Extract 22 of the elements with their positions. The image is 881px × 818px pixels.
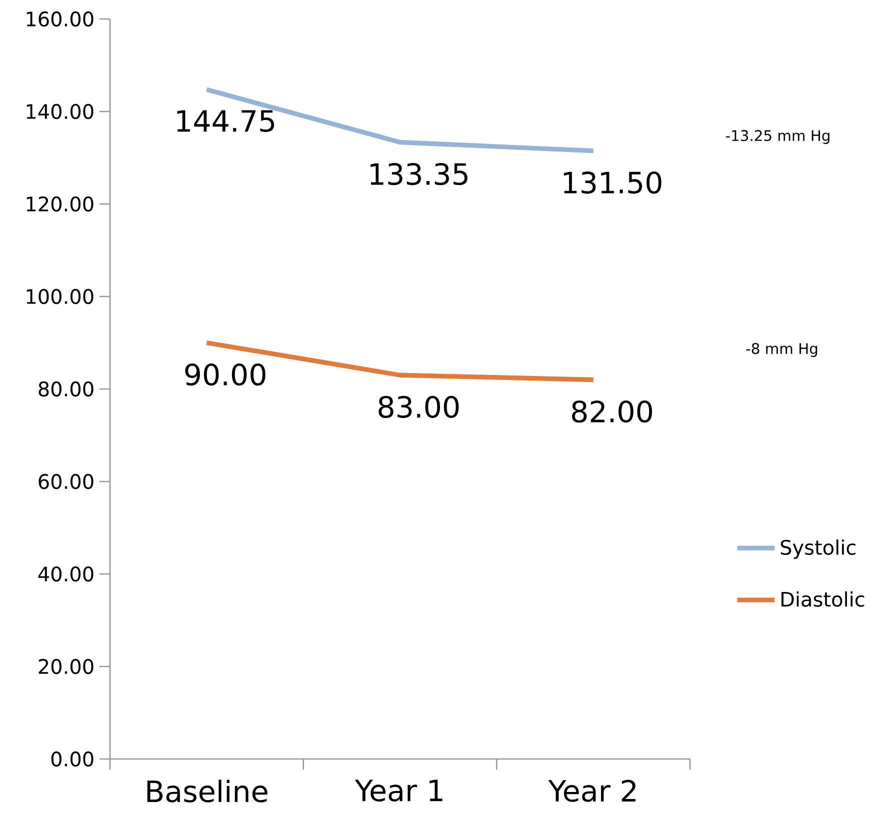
data-label: 90.00	[185, 363, 266, 386]
y-tick-label: 140.00	[26, 104, 94, 120]
y-tick-label: 20.00	[38, 658, 94, 674]
y-tick-label: 0.00	[51, 751, 94, 767]
text: -13.25 mm Hg	[726, 130, 830, 144]
y-tick-label: 120.00	[26, 196, 94, 212]
legend-label: Diastolic	[782, 591, 864, 607]
y-tick-label: 80.00	[38, 381, 94, 397]
x-tick-label: Year 2	[548, 780, 636, 802]
legend-label: Systolic	[780, 539, 856, 559]
data-label: 144.75	[177, 110, 274, 132]
x-tick-label: Baseline	[147, 780, 268, 802]
y-tick-label: 60.00	[38, 474, 94, 490]
data-label: 82.00	[572, 400, 652, 423]
text: -8 mm Hg	[746, 343, 818, 357]
y-tick-label: 100.00	[26, 288, 94, 304]
data-label: 133.35	[370, 162, 468, 186]
x-tick-label: Year 1	[354, 780, 442, 802]
y-tick-label: 40.00	[38, 566, 94, 582]
y-tick-label: 160.00	[26, 11, 94, 27]
data-label: 83.00	[378, 396, 459, 418]
data-label: 131.50	[564, 172, 662, 194]
